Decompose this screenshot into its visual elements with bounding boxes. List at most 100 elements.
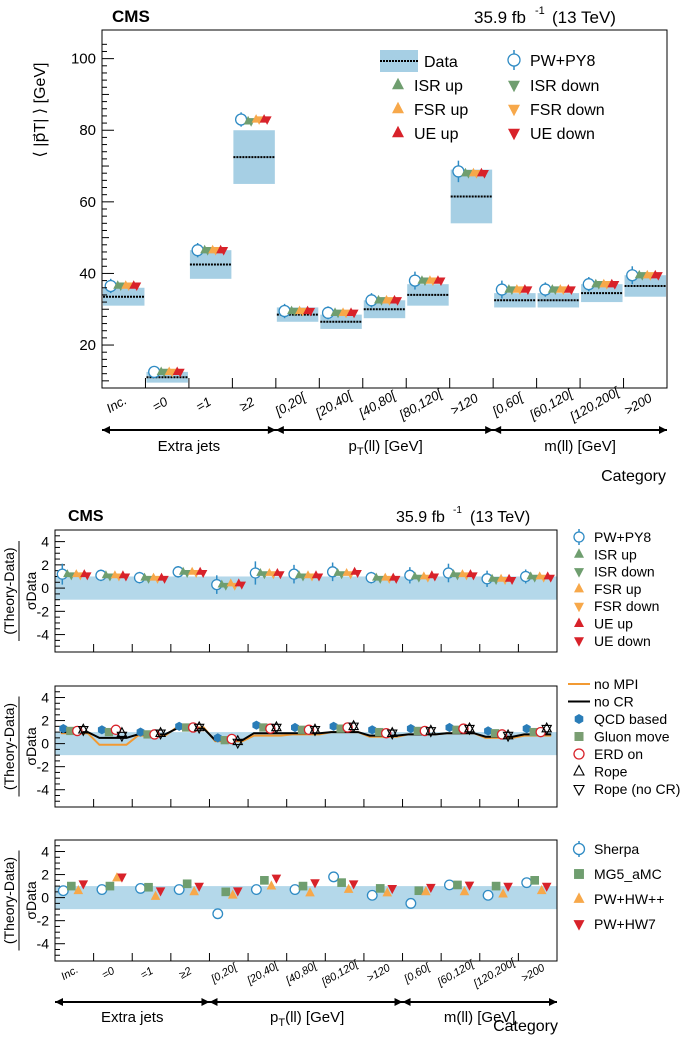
top-group-arrowhead-right-3 <box>659 426 667 434</box>
top-group-arrowhead-left-1 <box>275 426 284 434</box>
r2-point-qcd-based-2 <box>136 727 145 737</box>
r2-point-qcd-based-0 <box>59 724 68 734</box>
top-ytick-label-20: 20 <box>79 337 96 354</box>
data-band-0 <box>103 287 145 306</box>
top-ytick-label-100: 100 <box>71 51 96 68</box>
bottom-group-label-pt: pT(ll) [GeV] <box>270 1009 344 1029</box>
r3-xlabel-group-7: [80,120[ <box>319 958 361 989</box>
r1-point-ue-down-11 <box>507 577 517 586</box>
r2-point-qcd-based-4 <box>213 733 222 743</box>
point-isr-down-4 <box>290 307 300 317</box>
r3-point-mg5-amc-9 <box>414 886 424 896</box>
legend-marker-pw <box>507 53 521 67</box>
r2-point-gluon-move-6 <box>297 725 307 734</box>
r1-point-ue-down-6 <box>314 573 324 582</box>
r1-point-isr-down-12 <box>530 574 539 583</box>
r1-point-ue-down-3 <box>198 570 208 579</box>
r3-xlabel-5: [20,40[ <box>244 959 281 987</box>
data-band-7 <box>407 284 449 306</box>
r3-point-sherpa-11 <box>482 889 494 901</box>
r3-xlabel-9: [0,60[ <box>402 961 434 986</box>
top-xlabel-group-12: >200 <box>622 390 656 418</box>
bottom-group-label-pt-main: p <box>270 1009 278 1026</box>
r2-point-qcd-based-8 <box>368 725 377 735</box>
r2-point-rope-2 <box>155 726 167 738</box>
legend-marker-fsr_up <box>392 101 404 114</box>
legend-label-ue_down: UE down <box>530 126 595 143</box>
r2-legend-marker-4 <box>573 748 585 760</box>
r2-point-gluon-move-1 <box>104 727 114 737</box>
bottom-group-arrowhead-left-0 <box>55 998 63 1006</box>
r2-point-rope-no-cr--3 <box>193 723 205 735</box>
r3-point-pw-hw--6 <box>305 887 315 897</box>
r3-point-sherpa-5 <box>250 884 262 896</box>
point-ue-down-8 <box>479 170 489 179</box>
r2-point-gluon-move-4 <box>220 736 229 745</box>
r3-point-pw-hw7-8 <box>387 885 398 895</box>
top-group-arrowhead-right-2 <box>485 426 494 434</box>
r3-xlabel-group-4: [0,20[ <box>208 961 240 986</box>
r2-legend-label-3: Gluon move <box>594 729 670 745</box>
r1-legend-marker-6 <box>574 637 584 647</box>
r3-point-pw-hw7-6 <box>310 879 320 889</box>
r3-point-mg5-amc-12 <box>530 876 540 885</box>
bottom-group-arrowhead-left-1 <box>209 998 218 1006</box>
r2-point-rope-no-cr--8 <box>386 729 398 740</box>
r2-point-rope-no-cr--0 <box>77 726 89 737</box>
bottom-x-axis-title: Category <box>493 1018 558 1035</box>
point-ue-down-5 <box>349 309 359 319</box>
r1-legend-marker-4 <box>574 602 584 613</box>
r1-point-isr-down-7 <box>337 571 346 580</box>
top-group-label-pt-rest: (ll) [GeV] <box>364 438 423 455</box>
legend-label-fsr_up: FSR up <box>414 102 468 119</box>
r3-xlabel-2: =1 <box>139 965 156 982</box>
r3-xlabel-7: [80,120[ <box>319 958 361 989</box>
point-isr-down-9 <box>507 286 517 295</box>
r1-point-ue-down-7 <box>353 570 362 579</box>
r2-point-gluon-move-11 <box>490 729 500 738</box>
r2-point-rope-no-cr--11 <box>502 731 514 743</box>
data-band-10 <box>537 293 580 308</box>
r2-point-qcd-based-1 <box>97 725 106 735</box>
legend-data-label: Data <box>424 54 458 71</box>
bottom-group-label-mll: m(ll) [GeV] <box>444 1009 516 1026</box>
top-legend: Data PW+PY8 ISR up ISR down FSR up FSR down UE… <box>380 50 605 143</box>
r3-legend-label-0: Sherpa <box>594 841 639 857</box>
top-y-axis-label-text: ⟨ |p⃗T| ⟩ [GeV] <box>32 63 49 158</box>
r3-point-pw-hw--11 <box>498 888 508 898</box>
r3-xlabel-10: [60,120[ <box>435 958 477 989</box>
point-ue-down-4 <box>306 307 316 317</box>
r3-point-sherpa-3 <box>173 884 185 896</box>
top-group-label-mll: m(ll) [GeV] <box>544 438 616 455</box>
r3-xlabel-4: [0,20[ <box>208 961 240 986</box>
legend-marker-isr_down <box>508 80 520 93</box>
point-fsr-down-3 <box>254 116 264 125</box>
top-group-label-extra-jets: Extra jets <box>158 438 221 455</box>
r1-point-isr-down-10 <box>453 572 462 581</box>
r2-legend-marker-2 <box>574 714 584 724</box>
r3-xlabel-group-2: =1 <box>139 965 156 982</box>
point-pw-py8-6 <box>365 294 378 307</box>
point-isr-down-1 <box>159 368 169 378</box>
r3-point-sherpa-8 <box>366 889 378 901</box>
r2-legend-label-2: QCD based <box>594 711 667 727</box>
top-x-axis-title: Category <box>601 468 666 485</box>
r3-point-mg5-amc-8 <box>375 884 385 893</box>
point-ue-down-7 <box>436 277 446 286</box>
ratio-panel-3: -4 -2 0 2 4 (Theory-Data) σData Sherpa MG5_aMC PW… <box>1 839 664 991</box>
r3-point-mg5-amc-5 <box>260 876 269 885</box>
ratio1-ytick-label-4: 4 <box>41 534 49 550</box>
r2-point-rope-no-cr--9 <box>425 727 437 738</box>
r2-point-gluon-move-10 <box>452 725 461 734</box>
r3-legend-marker-1 <box>574 869 584 879</box>
r2-point-rope-4 <box>232 734 244 746</box>
point-isr-down-0 <box>116 282 126 292</box>
top-xlabel-group-10: [60,120[ <box>526 385 576 423</box>
r2-point-rope-11 <box>502 728 514 740</box>
bottom-group-label-pt-rest: (ll) [GeV] <box>285 1009 344 1026</box>
r1-legend-label-6: UE down <box>594 633 651 649</box>
ratio2-ylabel: (Theory-Data) σData <box>1 696 39 797</box>
point-fsr-down-2 <box>211 247 221 256</box>
point-pw-py8-10 <box>539 283 552 296</box>
r3-point-sherpa-7 <box>328 871 340 883</box>
